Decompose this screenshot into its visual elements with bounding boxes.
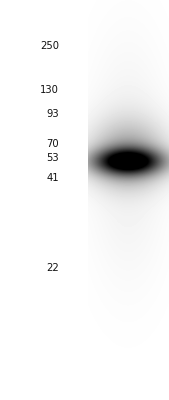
Text: 70: 70 xyxy=(46,139,59,149)
Text: 22: 22 xyxy=(46,263,59,273)
Text: 130: 130 xyxy=(40,85,59,95)
Text: 93: 93 xyxy=(46,109,59,119)
Text: 250: 250 xyxy=(40,41,59,51)
Text: 41: 41 xyxy=(46,173,59,183)
Text: 53: 53 xyxy=(46,153,59,163)
